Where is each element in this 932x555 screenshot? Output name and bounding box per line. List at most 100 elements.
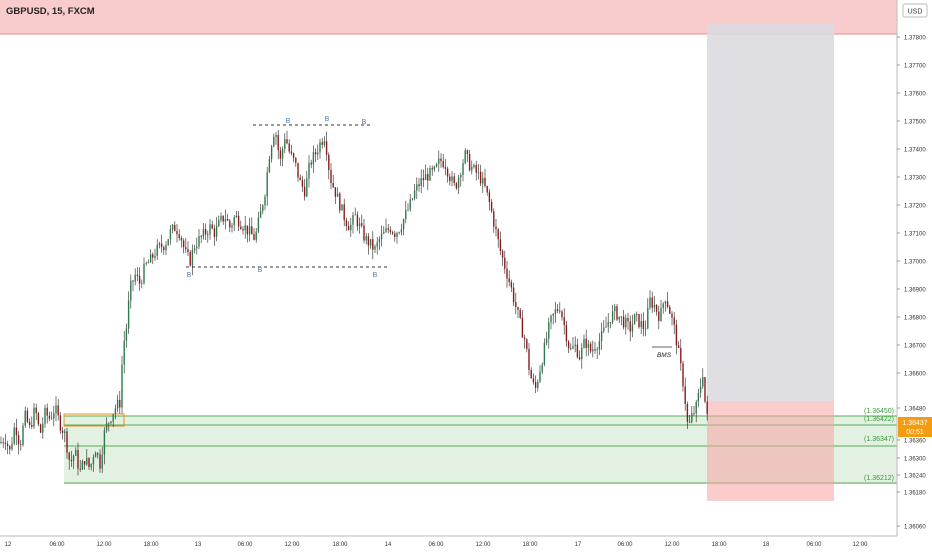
candle-body (559, 310, 561, 312)
candle-body (528, 349, 530, 370)
candle-body (552, 313, 554, 316)
candle-body (343, 204, 345, 221)
price-tick-label: 1.37500 (904, 120, 926, 126)
candle-body (440, 158, 442, 162)
time-tick-label: 17 (575, 542, 582, 548)
candle-body (686, 403, 689, 422)
candle-body (607, 322, 609, 327)
time-tick-label: 06:00 (49, 542, 65, 548)
candle-body (163, 247, 165, 251)
candle-body (259, 210, 262, 218)
price-tick-label: 1.36600 (904, 372, 926, 378)
time-tick-label: 06:00 (237, 542, 253, 548)
candle-body (699, 386, 702, 393)
candle-body (508, 278, 510, 283)
time-tick-label: 12:00 (664, 542, 680, 548)
zone-price-label: (1.36347) (864, 436, 894, 443)
candle-body (574, 344, 576, 347)
price-axis-bg (897, 0, 932, 550)
candle-body (176, 231, 178, 235)
candle-body (479, 171, 482, 184)
candle-body (114, 408, 117, 415)
candle-body (237, 215, 240, 227)
candle-body (147, 262, 150, 264)
candle-body (640, 321, 642, 328)
candle-body (312, 152, 315, 165)
candle-body (224, 219, 227, 222)
candle-body (501, 251, 504, 258)
candle-body (497, 229, 499, 240)
candle-body (330, 170, 332, 184)
candle-body (541, 364, 543, 372)
candle-body (180, 238, 183, 241)
candle-body (427, 174, 429, 181)
candle-body (609, 322, 612, 323)
candle-body (244, 225, 246, 231)
candle-body (277, 134, 279, 151)
candle-body (372, 239, 374, 250)
candle-body (240, 226, 242, 229)
candle-body (341, 204, 343, 211)
candle-body (596, 349, 598, 351)
candle-body (411, 198, 414, 200)
candle-body (171, 225, 174, 230)
candle-body (666, 301, 669, 308)
candle-body (165, 245, 167, 251)
candle-body (297, 162, 299, 178)
candle-body (532, 378, 535, 383)
candle-body (464, 150, 466, 164)
candle-body (233, 217, 235, 226)
candle-body (471, 166, 473, 171)
candle-body (592, 349, 594, 352)
price-axis[interactable]: 1.37800 1.37700 1.37600 1.37500 1.37400 1.373… (897, 36, 926, 531)
candle-body (33, 407, 35, 427)
b-marker: B (373, 272, 378, 279)
candle-body (72, 455, 75, 462)
candle-body (37, 413, 40, 425)
candle-body (438, 158, 440, 165)
candle-body (567, 341, 570, 349)
candle-body (209, 224, 211, 235)
candle-body (358, 223, 361, 227)
candle-body (308, 162, 310, 179)
candle-body (204, 228, 207, 235)
candle-body (455, 183, 458, 189)
candle-body (460, 174, 462, 178)
candle-body (28, 421, 31, 425)
candle-body (196, 246, 198, 249)
candle-body (314, 152, 317, 155)
candle-body (266, 172, 268, 197)
time-tick-label: 12 (5, 542, 12, 548)
candle-body (521, 317, 524, 338)
price-tick-label: 1.36060 (904, 525, 926, 531)
candle-body (9, 446, 11, 450)
candle-body (600, 331, 603, 342)
candle-body (42, 423, 44, 433)
price-tick-label: 1.36900 (904, 288, 926, 294)
b-marker: B (325, 116, 330, 123)
candle-body (66, 431, 68, 453)
candle-body (83, 461, 86, 465)
candle-body (422, 178, 425, 181)
b-marker: B (362, 119, 367, 126)
candle-body (303, 186, 306, 197)
candle-body (493, 211, 495, 227)
candle-body (649, 297, 651, 308)
time-tick-label: 18:00 (522, 542, 538, 548)
candle-body (625, 318, 627, 328)
price-tick-label: 1.37300 (904, 176, 926, 182)
candle-body (138, 276, 141, 284)
candle-body (702, 377, 704, 387)
candle-body (504, 257, 506, 269)
time-tick-label: 06:00 (806, 542, 822, 548)
candle-body (213, 228, 216, 237)
currency-badge[interactable] (902, 3, 928, 18)
time-tick-label: 18:00 (143, 542, 159, 548)
candle-body (484, 177, 486, 186)
candle-body (53, 413, 55, 419)
time-axis[interactable]: 12 06:00 12:00 18:00 13 06:00 12:00 18:00 14 06:0… (5, 542, 869, 548)
time-tick-label: 13 (195, 542, 202, 548)
candle-body (59, 415, 62, 431)
candle-body (160, 243, 163, 248)
